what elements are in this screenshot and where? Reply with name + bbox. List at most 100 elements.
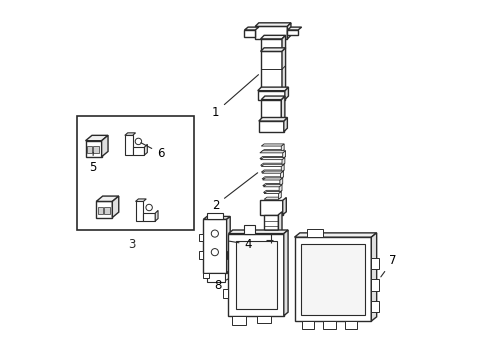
Polygon shape xyxy=(281,96,285,121)
Polygon shape xyxy=(244,27,258,30)
Polygon shape xyxy=(260,39,282,51)
Polygon shape xyxy=(258,121,283,132)
Polygon shape xyxy=(226,216,230,273)
Bar xyxy=(77,116,194,230)
Polygon shape xyxy=(144,144,147,155)
Polygon shape xyxy=(206,273,224,282)
Polygon shape xyxy=(323,321,335,329)
Polygon shape xyxy=(264,215,278,234)
Polygon shape xyxy=(301,321,313,329)
Polygon shape xyxy=(104,207,110,214)
Polygon shape xyxy=(280,171,283,179)
Polygon shape xyxy=(231,316,246,325)
Polygon shape xyxy=(261,144,284,146)
Polygon shape xyxy=(255,26,287,39)
Polygon shape xyxy=(228,230,287,234)
Circle shape xyxy=(211,249,218,256)
Polygon shape xyxy=(203,273,208,278)
Text: 2: 2 xyxy=(212,173,257,212)
Text: 1: 1 xyxy=(212,75,258,119)
Polygon shape xyxy=(261,96,285,100)
Polygon shape xyxy=(264,197,281,199)
Polygon shape xyxy=(255,23,290,26)
Circle shape xyxy=(211,230,218,237)
Polygon shape xyxy=(370,258,378,269)
Polygon shape xyxy=(287,27,301,30)
Polygon shape xyxy=(257,87,288,91)
Polygon shape xyxy=(260,48,285,51)
Polygon shape xyxy=(135,202,143,221)
Polygon shape xyxy=(96,196,119,202)
Polygon shape xyxy=(278,212,282,234)
Polygon shape xyxy=(258,117,287,121)
Polygon shape xyxy=(282,198,285,215)
Polygon shape xyxy=(281,164,284,172)
Polygon shape xyxy=(279,178,282,186)
Polygon shape xyxy=(259,201,282,215)
Polygon shape xyxy=(199,251,203,258)
Polygon shape xyxy=(279,185,282,193)
Polygon shape xyxy=(282,157,285,165)
Polygon shape xyxy=(244,30,255,37)
Polygon shape xyxy=(223,289,228,298)
Polygon shape xyxy=(244,225,255,234)
Polygon shape xyxy=(263,185,282,187)
Polygon shape xyxy=(124,135,132,155)
Polygon shape xyxy=(260,35,285,39)
Polygon shape xyxy=(300,244,364,315)
Polygon shape xyxy=(260,51,282,91)
Polygon shape xyxy=(287,30,298,35)
Text: 8: 8 xyxy=(213,279,228,292)
Polygon shape xyxy=(257,316,271,323)
Polygon shape xyxy=(143,213,155,221)
Text: 5: 5 xyxy=(89,152,96,174)
Polygon shape xyxy=(206,213,223,219)
Polygon shape xyxy=(261,164,284,166)
Polygon shape xyxy=(370,233,376,321)
Polygon shape xyxy=(287,23,290,39)
Polygon shape xyxy=(135,199,146,202)
Polygon shape xyxy=(203,216,230,219)
Polygon shape xyxy=(155,210,158,221)
Polygon shape xyxy=(132,147,144,155)
Polygon shape xyxy=(228,234,283,316)
Polygon shape xyxy=(85,141,102,157)
Polygon shape xyxy=(259,151,285,153)
Polygon shape xyxy=(262,177,283,179)
Polygon shape xyxy=(278,192,281,199)
Polygon shape xyxy=(261,100,281,121)
Polygon shape xyxy=(226,251,233,258)
Polygon shape xyxy=(306,229,323,237)
Polygon shape xyxy=(87,146,92,153)
Polygon shape xyxy=(199,234,203,241)
Circle shape xyxy=(135,138,142,145)
Polygon shape xyxy=(282,151,285,158)
Polygon shape xyxy=(203,219,226,273)
Polygon shape xyxy=(85,135,108,141)
Polygon shape xyxy=(257,91,285,100)
Polygon shape xyxy=(259,157,285,158)
Polygon shape xyxy=(370,301,378,312)
Text: 4: 4 xyxy=(229,238,251,251)
Polygon shape xyxy=(263,190,282,193)
Polygon shape xyxy=(282,35,285,51)
Polygon shape xyxy=(344,321,356,329)
Text: 3: 3 xyxy=(128,238,135,251)
Circle shape xyxy=(145,204,152,211)
Polygon shape xyxy=(235,241,276,309)
Polygon shape xyxy=(260,163,285,165)
Polygon shape xyxy=(281,144,284,152)
Polygon shape xyxy=(285,87,288,100)
Polygon shape xyxy=(102,135,108,157)
Polygon shape xyxy=(262,178,282,180)
Polygon shape xyxy=(96,202,112,217)
Polygon shape xyxy=(261,150,284,152)
Polygon shape xyxy=(260,157,285,159)
Polygon shape xyxy=(93,146,99,153)
Polygon shape xyxy=(262,184,282,186)
Polygon shape xyxy=(294,237,370,321)
Polygon shape xyxy=(283,230,287,316)
Polygon shape xyxy=(261,170,284,172)
Polygon shape xyxy=(370,279,378,291)
Text: 7: 7 xyxy=(380,254,396,277)
